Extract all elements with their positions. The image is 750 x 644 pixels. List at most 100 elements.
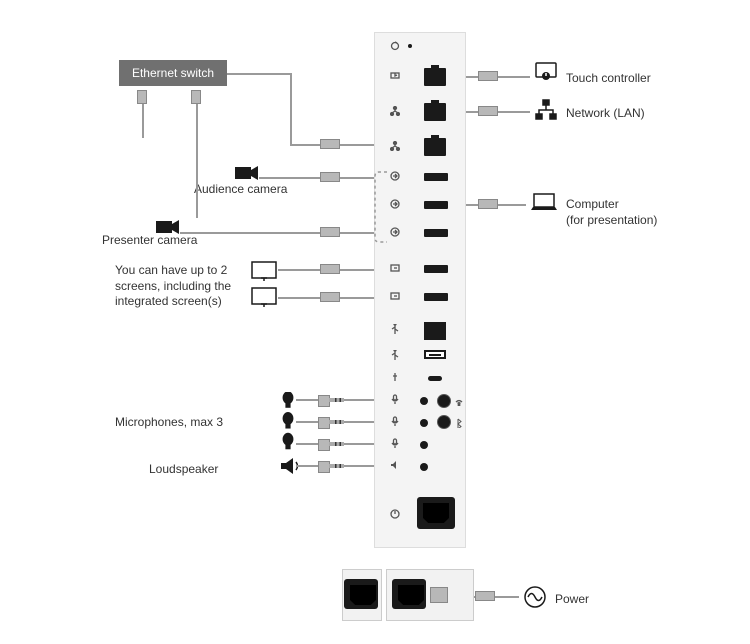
eth-plug bbox=[191, 90, 201, 104]
cable-plug bbox=[320, 264, 340, 274]
ethernet-switch-label: Ethernet switch bbox=[132, 66, 214, 80]
sym-usb2-icon bbox=[390, 349, 400, 359]
audience-camera-icon bbox=[235, 165, 259, 181]
cable-plug bbox=[478, 71, 498, 81]
port-aux-big-1 bbox=[437, 394, 451, 408]
cable bbox=[340, 297, 374, 299]
sym-in1-icon bbox=[390, 170, 400, 180]
cable-plug bbox=[320, 172, 340, 182]
cable bbox=[466, 204, 478, 206]
port-jack-sp bbox=[420, 463, 428, 471]
iec-socket bbox=[344, 579, 378, 609]
cable-plug bbox=[320, 227, 340, 237]
port-usb-c bbox=[428, 376, 442, 381]
port-hdmi-in-2 bbox=[424, 201, 448, 209]
cable bbox=[196, 104, 198, 218]
port-rj45-1 bbox=[424, 68, 446, 86]
port-iec bbox=[417, 497, 455, 529]
cable bbox=[142, 104, 144, 138]
cable-plug bbox=[478, 106, 498, 116]
cable-plug bbox=[478, 199, 498, 209]
sym-out1-icon bbox=[390, 262, 400, 272]
computer-icon bbox=[530, 193, 558, 213]
cable bbox=[340, 269, 374, 271]
power-label: Power bbox=[555, 592, 589, 608]
microphones-label: Microphones, max 3 bbox=[115, 415, 223, 431]
microphones-icon bbox=[280, 392, 296, 458]
iec-socket bbox=[392, 579, 426, 609]
cable-plug bbox=[475, 591, 495, 601]
cable bbox=[466, 111, 478, 113]
cable bbox=[296, 443, 318, 445]
cable bbox=[344, 399, 374, 401]
port-hdmi-out-2 bbox=[424, 293, 448, 301]
loudspeaker-label: Loudspeaker bbox=[149, 462, 218, 478]
power-icon bbox=[523, 585, 547, 609]
touch-controller-label: Touch controller bbox=[566, 71, 651, 87]
cable bbox=[278, 297, 320, 299]
port-hdmi-in-1 bbox=[424, 173, 448, 181]
cable bbox=[296, 421, 318, 423]
computer-label: Computer(for presentation) bbox=[566, 197, 657, 228]
port-hdmi-in-3 bbox=[424, 229, 448, 237]
sym-mic1-icon bbox=[390, 393, 400, 403]
port-usb-grid bbox=[424, 322, 446, 340]
touch-controller-icon bbox=[534, 60, 558, 84]
cable bbox=[278, 269, 320, 271]
cable bbox=[498, 111, 530, 113]
sym-out2-icon bbox=[390, 290, 400, 300]
sym-in3-icon bbox=[390, 226, 400, 236]
cable bbox=[495, 596, 519, 598]
sym-usb1-icon bbox=[390, 323, 400, 333]
port-jack-2 bbox=[420, 419, 428, 427]
cable bbox=[340, 144, 374, 146]
sym-sp-icon bbox=[390, 459, 400, 469]
cable bbox=[290, 144, 320, 146]
network-lan-icon bbox=[534, 98, 558, 122]
network-lan-label: Network (LAN) bbox=[566, 106, 645, 122]
sym-mic3-icon bbox=[390, 437, 400, 447]
sym-net2-icon bbox=[390, 140, 400, 150]
port-usb-a bbox=[424, 350, 446, 359]
sym-usbc-icon bbox=[390, 371, 400, 381]
sym-screen-icon bbox=[390, 70, 400, 80]
sym-net-icon bbox=[390, 105, 400, 115]
port-rj45-2 bbox=[424, 103, 446, 121]
audio-plug bbox=[318, 464, 344, 468]
audience-camera-label: Audience camera bbox=[194, 182, 287, 198]
connector-panel bbox=[374, 32, 466, 548]
cable bbox=[340, 177, 374, 179]
cable-plug bbox=[320, 292, 340, 302]
cable bbox=[296, 399, 318, 401]
sym-wifi-icon bbox=[454, 395, 464, 405]
port-jack-3 bbox=[420, 441, 428, 449]
cable bbox=[296, 465, 318, 467]
audio-plug bbox=[318, 420, 344, 424]
hdmi-bracket-icon bbox=[375, 172, 389, 242]
sym-pwr-icon bbox=[390, 508, 400, 518]
cable bbox=[290, 73, 292, 144]
cable bbox=[498, 204, 526, 206]
presenter-camera-label: Presenter camera bbox=[102, 233, 197, 249]
screens-note-label: You can have up to 2screens, including t… bbox=[115, 263, 245, 310]
power-plug bbox=[430, 587, 448, 603]
eth-plug bbox=[137, 90, 147, 104]
cable bbox=[466, 76, 478, 78]
cable bbox=[344, 421, 374, 423]
screens-note-icon bbox=[250, 260, 278, 308]
cable bbox=[344, 443, 374, 445]
sym-mic2-icon bbox=[390, 415, 400, 425]
port-aux-big-2 bbox=[437, 415, 451, 429]
port-jack-1 bbox=[420, 397, 428, 405]
port-rj45-3 bbox=[424, 138, 446, 156]
port-hdmi-out-1 bbox=[424, 265, 448, 273]
audio-plug bbox=[318, 442, 344, 446]
ethernet-switch: Ethernet switch bbox=[119, 60, 227, 86]
sym-in2-icon bbox=[390, 198, 400, 208]
cable bbox=[180, 232, 320, 234]
audio-plug bbox=[318, 398, 344, 402]
port-factory-reset bbox=[408, 44, 412, 48]
sym-reset-icon bbox=[390, 40, 400, 50]
cable bbox=[498, 76, 530, 78]
cable-plug bbox=[320, 139, 340, 149]
